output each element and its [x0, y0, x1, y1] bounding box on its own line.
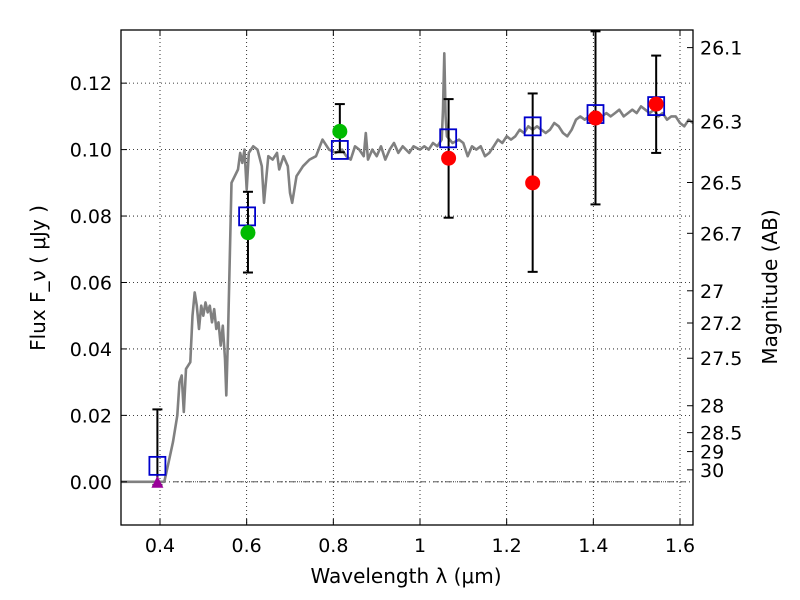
y-tick-label: 0.08 [70, 206, 112, 228]
x-tick-label: 0.4 [145, 535, 175, 557]
magnitude-tick-label: 27.5 [700, 348, 742, 370]
observed-flux-point [588, 110, 603, 126]
x-axis-title: Wavelength λ (μm) [310, 564, 501, 588]
magnitude-tick-label: 27 [700, 281, 724, 303]
y-tick-label: 0.04 [70, 339, 112, 361]
magnitude-tick-label: 26.1 [700, 38, 742, 60]
x-tick-label: 1.4 [578, 535, 608, 557]
model-photometry-square [439, 128, 458, 149]
x-tick-label: 1 [414, 535, 426, 557]
upper-limit-triangle [151, 475, 164, 488]
model-photometry-square [523, 116, 542, 137]
magnitude-tick-label: 30 [700, 460, 724, 482]
grid [121, 30, 693, 525]
y-tick-label: 0.10 [70, 140, 112, 162]
magnitude-tick-label: 26.3 [700, 111, 742, 133]
x-tick-label: 0.8 [318, 535, 348, 557]
magnitude-axis-title: Magnitude (AB) [758, 209, 782, 364]
plot-frame [120, 29, 694, 526]
magnitude-tick-label: 26.7 [700, 223, 742, 245]
observed-flux-point [525, 175, 541, 191]
y-tick-label: 0.00 [70, 472, 112, 494]
y-tick-label: 0.06 [70, 272, 112, 294]
observed-flux-point [648, 96, 664, 112]
magnitude-tick-label: 26.5 [700, 172, 742, 194]
axis-ticks: 0.4 0.6 0.8 1 1.2 1.4 1.6 0.00 0.02 0.04 0.06 0.08 0… [70, 30, 742, 557]
observed-flux-point [332, 123, 348, 139]
model-photometry-square [148, 455, 167, 476]
x-tick-label: 1.2 [492, 535, 522, 557]
y-tick-label: 0.02 [70, 405, 112, 427]
y-axis-title: Flux F_ν ( μJy ) [26, 205, 50, 351]
x-tick-label: 0.6 [232, 535, 262, 557]
model-photometry-square [330, 140, 349, 160]
magnitude-tick-label: 28 [700, 396, 724, 418]
magnitude-tick-label: 28.5 [700, 423, 742, 445]
magnitude-tick-label: 29 [700, 442, 724, 464]
magnitude-tick-label: 27.2 [700, 313, 742, 335]
observed-flux-point [240, 225, 256, 241]
y-tick-label: 0.12 [70, 73, 112, 95]
data-marks [148, 30, 666, 488]
observed-flux-point [441, 150, 457, 166]
x-tick-label: 1.6 [665, 535, 695, 557]
